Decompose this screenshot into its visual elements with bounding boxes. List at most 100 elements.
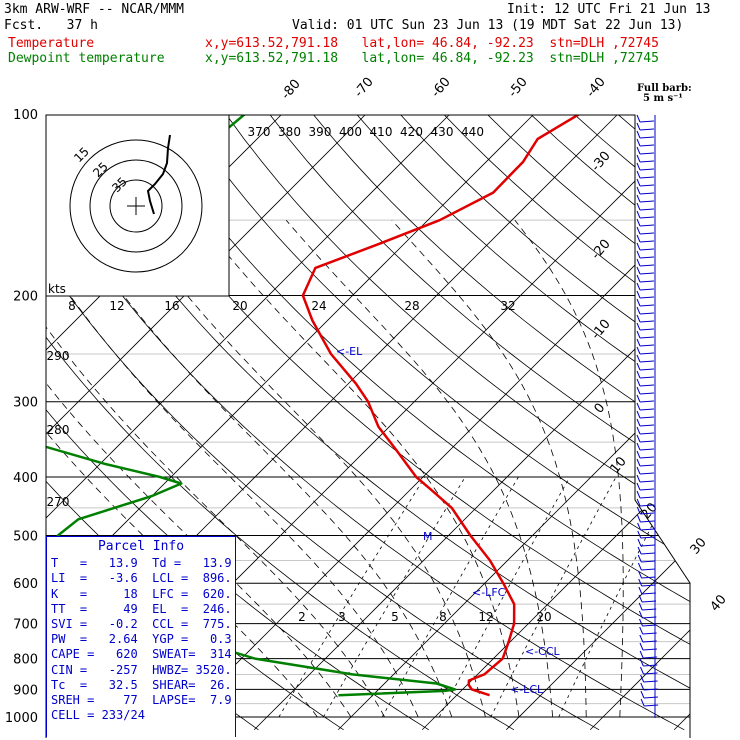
wind-barb (639, 296, 655, 299)
parcel-info-row: CAPE = 620 SWEAT= 314 (51, 647, 232, 662)
theta-label: 410 (370, 125, 393, 139)
pressure-tick-label: 900 (13, 683, 38, 698)
wind-barb (639, 336, 655, 339)
wind-barb-flag (636, 130, 641, 139)
wind-barb-flag (636, 210, 641, 219)
m-marker: M (423, 530, 433, 543)
pressure-tick-label: 300 (13, 396, 38, 411)
wind-barb (639, 448, 655, 451)
moist-adiabat-line (46, 220, 385, 718)
wind-barb (639, 432, 655, 435)
wind-barb-flag (636, 258, 641, 267)
ccl-annotation: <-CCL (525, 645, 561, 658)
isotherm-label: -80 (279, 77, 304, 103)
wind-barb (641, 552, 656, 555)
isotherm-label: 0 (592, 401, 609, 417)
wind-barb (639, 416, 655, 419)
wind-barb (639, 328, 655, 331)
temperature-curve (301, 115, 581, 697)
wind-barb (639, 464, 655, 467)
wind-barb (639, 208, 655, 211)
wind-barb-flag (636, 242, 641, 251)
wind-barb-flag (636, 154, 641, 163)
parcel-info-row: T = 13.9 Td = 13.9 (51, 556, 232, 571)
wind-barb-flag (638, 594, 643, 603)
forecast-hour: Fcst. 37 h (4, 18, 98, 33)
isotherm-line (253, 115, 690, 731)
wind-barb-flag (636, 250, 641, 259)
wind-barb (641, 560, 656, 563)
wind-barb-flag (636, 146, 641, 155)
parcel-info-row: CELL = 233/24 (51, 708, 145, 723)
wind-barb-flag (638, 602, 643, 611)
wind-barb (642, 608, 657, 611)
mixing-ratio-label: 2 (298, 610, 306, 624)
pressure-tick-label: 200 (13, 290, 38, 305)
pressure-tick-label: 700 (13, 618, 38, 633)
model-title: 3km ARW-WRF -- NCAR/MMM (4, 2, 185, 17)
dry-adiabat-line (660, 115, 690, 731)
init-time: Init: 12 UTC Fri 21 Jun 13 (507, 2, 711, 17)
wind-barb (639, 280, 655, 283)
wind-barb (643, 696, 658, 699)
wind-barb-flag (636, 506, 641, 515)
wind-barb (639, 312, 655, 315)
theta-side-label: 280 (47, 423, 70, 437)
parcel-info-row: PW = 2.64 YGP = 0.3 (51, 632, 232, 647)
wind-barb (639, 384, 655, 387)
wind-barb-flag (636, 186, 641, 195)
dry-adiabat-line (486, 115, 690, 731)
plot-frame (46, 114, 691, 738)
theta-side-label: 270 (47, 495, 70, 509)
hodograph-trace (146, 134, 171, 215)
wind-barb (639, 288, 655, 291)
isotherm-label: -30 (589, 149, 614, 175)
dry-adiabat-line (617, 115, 690, 731)
wind-barb-flag (636, 178, 641, 187)
parcel-info-panel: Parcel Info T = 13.9 Td = 13.9 LI = -3.6… (46, 536, 236, 737)
wind-barb (639, 216, 655, 219)
isotherm-label: 20 (639, 500, 661, 522)
hodograph-ring (89, 159, 183, 253)
isotherm-label: -50 (506, 75, 531, 101)
isotherm-label: 30 (688, 535, 710, 557)
wind-barb (639, 496, 655, 499)
mixing-ratio-label: 3 (338, 610, 346, 624)
wind-barb (641, 568, 656, 571)
wind-barb-flag (637, 554, 642, 563)
mixing-ratio-label: 8 (439, 610, 447, 624)
wind-barb (639, 408, 655, 411)
mixing-ratio-line (381, 476, 519, 718)
wind-barb-flag (636, 490, 641, 499)
wind-barb-flag (636, 290, 641, 299)
theta-label: 430 (431, 125, 454, 139)
wind-barb (640, 504, 655, 507)
isotherm-line (0, 114, 30, 730)
dewpoint-location: x,y=613.52,791.18 lat,lon= 46.84, -92.23… (205, 51, 659, 66)
barb-legend-units: 5 m s⁻¹ (643, 93, 683, 104)
moist-adiabat-line (128, 219, 486, 718)
mixing-ratio-label: 32 (500, 299, 515, 313)
moist-adiabat-line (199, 219, 520, 718)
wind-barb (639, 392, 655, 395)
wind-barb-flag (636, 266, 641, 275)
isotherm-label: -20 (589, 237, 614, 263)
wind-barb (639, 224, 655, 227)
wind-barb-flag (636, 458, 641, 467)
isotherm-line (421, 115, 690, 731)
wind-barb (642, 624, 657, 627)
parcel-info-row: CIN = -257 HWBZ= 3520. (51, 662, 232, 677)
hodograph-ring (109, 179, 163, 233)
mixing-ratio-label: 24 (311, 299, 326, 313)
wind-barb (639, 144, 655, 147)
wind-barb-flag (636, 202, 641, 211)
wind-barb-flag (636, 282, 641, 291)
parcel-info-row: TT = 49 EL = 246. (51, 601, 232, 616)
lfc-annotation: <-LFC (472, 586, 506, 599)
dry-adiabat-line (94, 115, 690, 731)
wind-barb-flag (636, 466, 641, 475)
wind-barb (639, 352, 655, 355)
wind-barb (640, 512, 655, 515)
moist-adiabat-line (46, 220, 318, 718)
wind-barb (639, 152, 655, 155)
